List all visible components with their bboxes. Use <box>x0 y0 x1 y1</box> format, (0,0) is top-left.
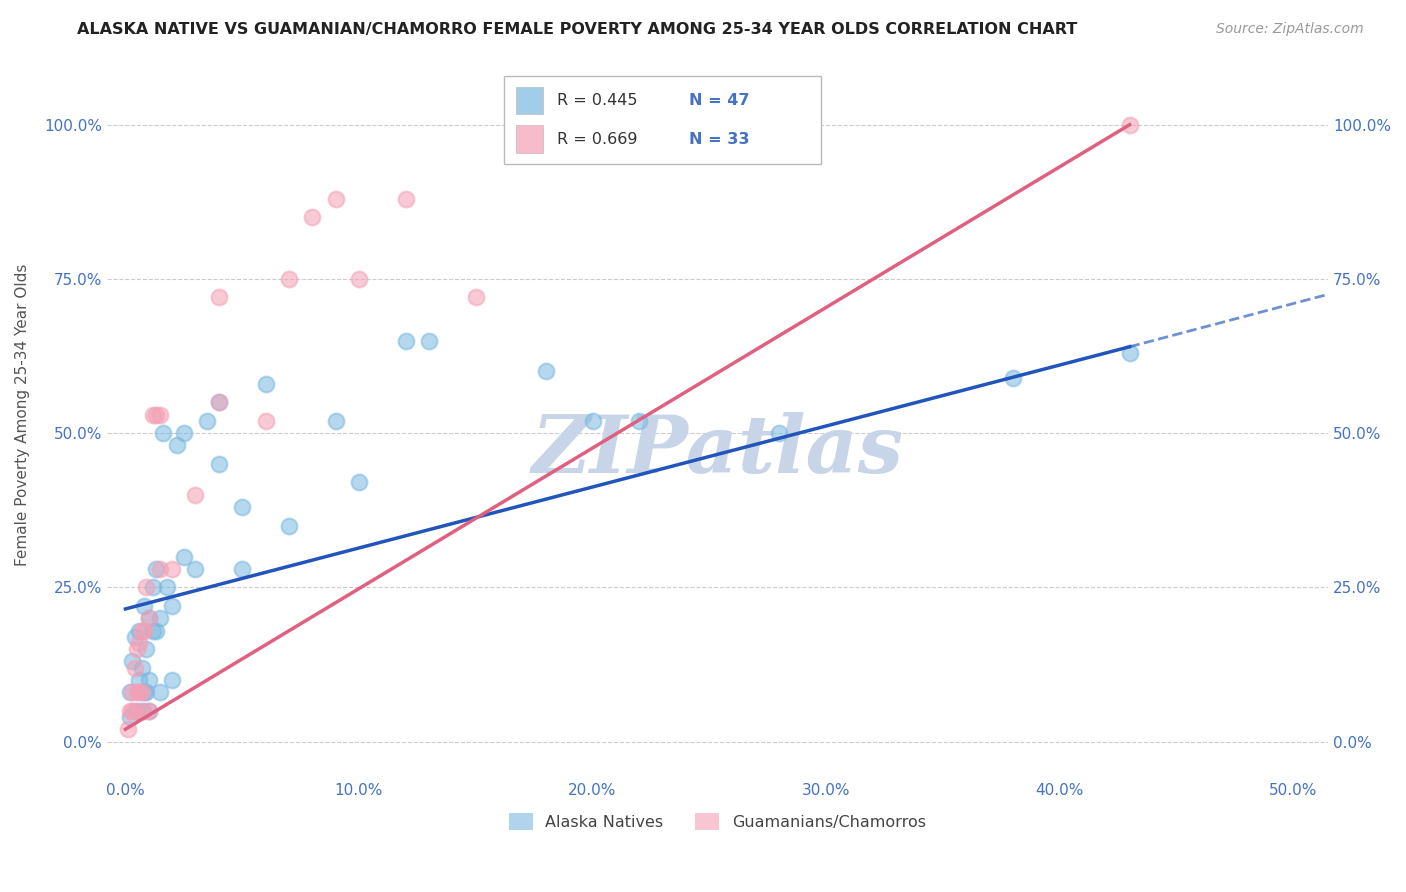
Point <box>142 624 165 638</box>
Text: N = 33: N = 33 <box>689 131 749 146</box>
Point <box>628 414 651 428</box>
Point <box>124 630 146 644</box>
Point <box>173 549 195 564</box>
Point <box>277 518 299 533</box>
Point <box>149 408 172 422</box>
Point <box>231 500 253 515</box>
Point <box>1001 370 1024 384</box>
Point <box>134 685 156 699</box>
Legend: Alaska Natives, Guamanians/Chamorros: Alaska Natives, Guamanians/Chamorros <box>502 806 932 836</box>
Point <box>254 414 277 428</box>
Point <box>301 211 323 225</box>
Point <box>325 192 347 206</box>
Point <box>149 611 172 625</box>
Point <box>152 426 174 441</box>
Point <box>127 642 149 657</box>
Bar <box>516 125 543 153</box>
Point <box>347 272 370 286</box>
Point <box>128 624 150 638</box>
Point <box>156 580 179 594</box>
Point <box>160 599 183 613</box>
Point <box>142 408 165 422</box>
Point <box>138 704 160 718</box>
Text: R = 0.445: R = 0.445 <box>557 93 638 108</box>
Point <box>464 290 486 304</box>
Point <box>121 685 143 699</box>
Point <box>134 599 156 613</box>
Point <box>121 654 143 668</box>
Point <box>138 611 160 625</box>
Point <box>184 562 207 576</box>
Point <box>134 624 156 638</box>
Point <box>149 685 172 699</box>
Point <box>124 704 146 718</box>
Point <box>160 562 183 576</box>
Point <box>135 685 157 699</box>
Point <box>128 685 150 699</box>
Bar <box>516 87 543 114</box>
Point <box>135 580 157 594</box>
Text: Source: ZipAtlas.com: Source: ZipAtlas.com <box>1216 22 1364 37</box>
Point <box>121 704 143 718</box>
Point <box>277 272 299 286</box>
Point <box>208 457 231 471</box>
Point <box>145 562 167 576</box>
Point <box>208 395 231 409</box>
Point <box>127 704 149 718</box>
Point <box>120 704 142 718</box>
Point <box>160 673 183 687</box>
Text: N = 47: N = 47 <box>689 93 749 108</box>
Point <box>138 704 160 718</box>
Point <box>254 376 277 391</box>
Point <box>149 562 172 576</box>
Text: R = 0.669: R = 0.669 <box>557 131 638 146</box>
Point <box>195 414 218 428</box>
Point <box>534 364 557 378</box>
Text: ALASKA NATIVE VS GUAMANIAN/CHAMORRO FEMALE POVERTY AMONG 25-34 YEAR OLDS CORRELA: ALASKA NATIVE VS GUAMANIAN/CHAMORRO FEMA… <box>77 22 1077 37</box>
Point <box>117 723 139 737</box>
Point <box>131 685 153 699</box>
Point <box>325 414 347 428</box>
Point <box>184 488 207 502</box>
Point <box>131 660 153 674</box>
Point <box>166 438 188 452</box>
Point <box>1118 118 1140 132</box>
Point <box>135 642 157 657</box>
Point <box>395 192 418 206</box>
Point <box>131 704 153 718</box>
Point <box>145 408 167 422</box>
Point <box>124 660 146 674</box>
Point <box>418 334 440 348</box>
Point <box>138 673 160 687</box>
Y-axis label: Female Poverty Among 25-34 Year Olds: Female Poverty Among 25-34 Year Olds <box>15 263 30 566</box>
Point <box>768 426 790 441</box>
Point <box>208 395 231 409</box>
Point <box>134 704 156 718</box>
Point <box>173 426 195 441</box>
Point <box>138 611 160 625</box>
Point <box>145 624 167 638</box>
Point <box>120 685 142 699</box>
Text: ZIPatlas: ZIPatlas <box>531 412 904 490</box>
Point <box>128 636 150 650</box>
Point <box>128 673 150 687</box>
Point <box>1118 346 1140 360</box>
Point <box>142 580 165 594</box>
Point <box>395 334 418 348</box>
Point <box>581 414 603 428</box>
Point <box>347 475 370 490</box>
Point <box>127 685 149 699</box>
Point <box>120 710 142 724</box>
Point <box>231 562 253 576</box>
Point <box>208 290 231 304</box>
Point <box>131 624 153 638</box>
FancyBboxPatch shape <box>503 76 821 163</box>
